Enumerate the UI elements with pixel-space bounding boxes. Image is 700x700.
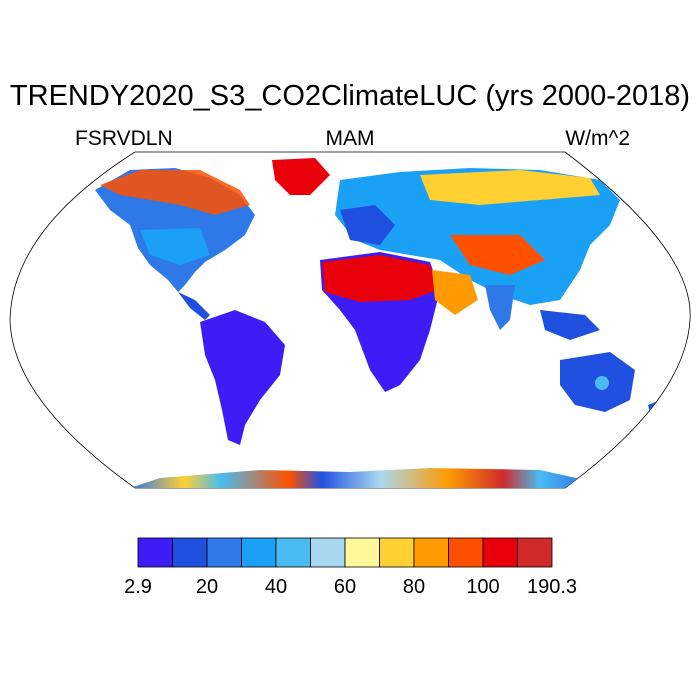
- season-label: MAM: [325, 127, 375, 150]
- colorbar-swatch: [448, 537, 484, 568]
- land-central-america: [178, 292, 210, 320]
- colorbar-tick-label: 80: [403, 576, 425, 598]
- land-siberia-warm: [420, 170, 600, 205]
- colorbar: 2.9 20 40 60 80 100 190.3: [124, 537, 577, 598]
- land-southeast-asia: [540, 310, 600, 340]
- colorbar-swatch: [137, 537, 173, 568]
- colorbar-swatch: [241, 537, 277, 568]
- colorbar-tick-label: 2.9: [124, 576, 152, 598]
- variable-label: FSRVDLN: [75, 127, 173, 150]
- colorbar-swatch: [482, 537, 518, 568]
- map-title: TRENDY2020_S3_CO2ClimateLUC (yrs 2000-20…: [9, 80, 691, 112]
- colorbar-swatch: [344, 537, 380, 568]
- land-greenland: [272, 158, 330, 195]
- land-sahara: [322, 255, 438, 302]
- colorbar-swatch: [206, 537, 242, 568]
- land-india: [485, 285, 515, 330]
- colorbar-tick-label: 60: [334, 576, 356, 598]
- colorbar-swatch: [517, 537, 553, 568]
- land-us-interior: [140, 228, 210, 265]
- colorbar-tick-label: 20: [196, 576, 218, 598]
- colorbar-tick-label: 100: [466, 576, 499, 598]
- land-arabia: [432, 270, 478, 315]
- land-central-asia: [450, 235, 545, 275]
- units-label: W/m^2: [565, 127, 630, 150]
- australia-center-highlight: [595, 376, 609, 390]
- colorbar-tick-label: 190.3: [527, 576, 577, 598]
- colorbar-swatch: [275, 537, 311, 568]
- land-canada-north: [100, 170, 250, 215]
- colorbar-swatch: [379, 537, 415, 568]
- colorbar-swatch: [310, 537, 346, 568]
- colorbar-tick-label: 40: [265, 576, 287, 598]
- landmasses: [95, 158, 665, 488]
- colorbar-swatch: [172, 537, 208, 568]
- colorbar-swatch: [413, 537, 449, 568]
- land-europe-west: [340, 205, 395, 245]
- land-south-america: [200, 310, 285, 445]
- land-antarctica: [130, 468, 585, 488]
